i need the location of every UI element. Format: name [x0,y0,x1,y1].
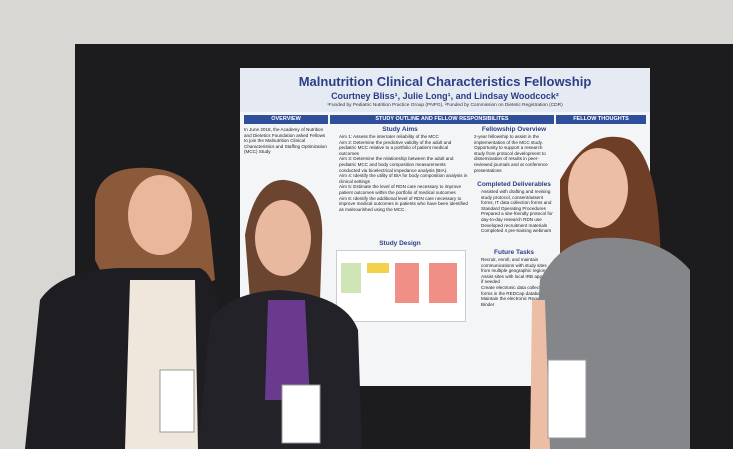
future-list: Recruit, enroll, and maintain communicat… [474,257,554,377]
list-item: Prepared a site-friendly protocol for da… [481,211,554,222]
list-item: Completed 4 pre-training webinars [481,228,554,234]
list: Assisted with drafting and revising stud… [474,189,554,234]
heading: Completed Deliverables [477,181,551,188]
list-item: Developed recruitment materials [481,223,554,229]
list-item: Aim 5: Estimate the level of RDN care ne… [339,184,468,195]
title-band [240,68,650,112]
list-item: Maintain the electronic Regulatory Binde… [481,296,554,307]
list: Aim 1: Assess the interrater reliability… [332,134,468,212]
section-header: OVERVIEW [244,115,328,124]
list-item: Aim 1: Assess the interrater reliability… [339,134,468,140]
section-header: FELLOW THOUGHTS [556,115,646,124]
section-header: STUDY OUTLINE AND FELLOW RESPONSIBILITES [330,115,554,124]
list-item: Aim 3: Determine the relationship betwee… [339,156,468,173]
heading: Fellowship Overview [481,126,547,133]
aims-list: Aim 1: Assess the interrater reliability… [332,134,468,239]
list-item: Assisted with drafting and revising stud… [481,189,554,211]
overview-text: In June 2018, the Academy of Nutrition a… [244,127,327,155]
funding: ¹Funded by Pediatric Nutrition Practice … [327,103,563,108]
list-item: Aim 6: Identify the additional level of … [339,196,468,213]
design-diagram [336,250,466,322]
authors: Courtney Bliss¹, Julie Long¹, and Lindsa… [331,91,559,101]
list-item: Aim 2: Determine the predictive validity… [339,140,468,157]
list-item: Create electronic data collection forms … [481,285,554,296]
overview-body: 2-year fellowship to assist in the imple… [474,134,548,173]
heading: Study Design [379,240,421,247]
list-item: Recruit, enroll, and maintain communicat… [481,257,554,274]
list-item: Aim 4: Identify the utility of BIA for b… [339,173,468,184]
poster-title: Malnutrition Clinical Characteristics Fe… [298,74,592,89]
heading: Study Aims [382,126,418,133]
deliverables-list: Assisted with drafting and revising stud… [474,189,554,249]
list-item: Assist sites with local IRB approval, if… [481,274,554,285]
list: Recruit, enroll, and maintain communicat… [474,257,554,307]
heading: Future Tasks [494,249,534,256]
